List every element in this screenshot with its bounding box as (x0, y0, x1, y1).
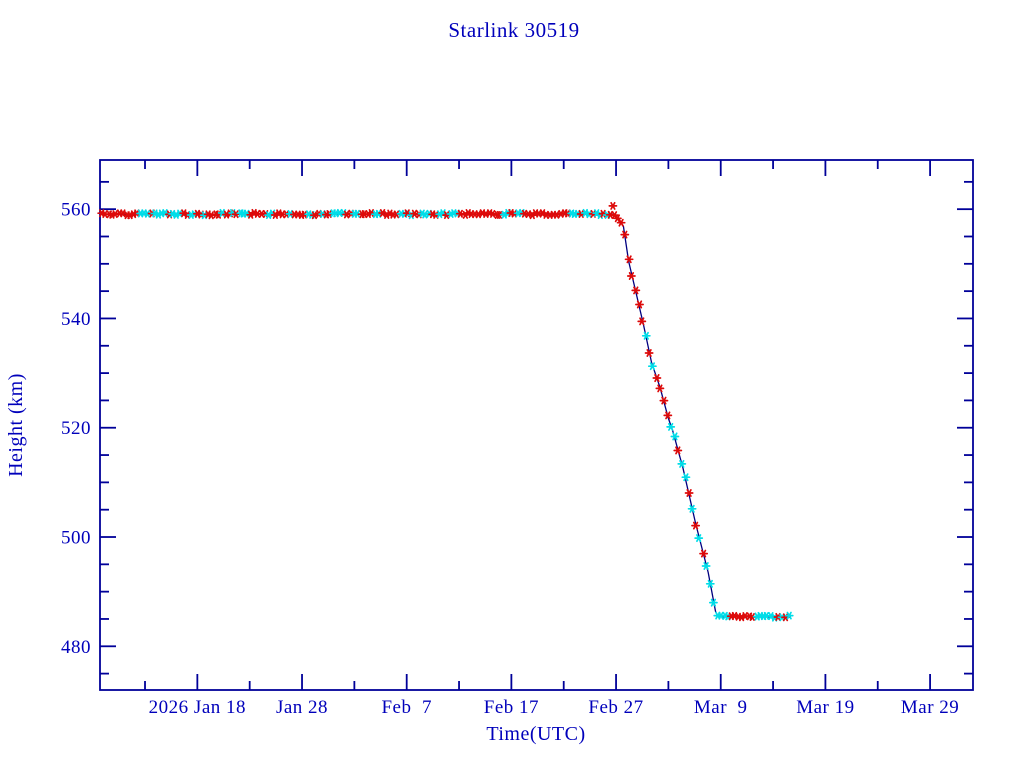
predicted-marker (694, 534, 704, 543)
observed-marker (659, 396, 669, 405)
observed-marker (366, 209, 376, 218)
predicted-marker (705, 579, 715, 588)
predicted-marker (374, 209, 383, 218)
y-axis-title: Height (km) (5, 373, 27, 477)
observed-marker (691, 521, 701, 530)
observed-marker (644, 349, 654, 357)
x-tick-label: Mar 19 (796, 697, 854, 718)
x-tick-label: Feb 7 (381, 697, 432, 718)
predicted-marker (647, 362, 657, 371)
predicted-marker (670, 432, 680, 441)
x-tick-label: 2026 Jan 18 (149, 697, 246, 718)
observed-marker (655, 384, 665, 393)
observed-marker (612, 214, 622, 223)
chart-title: Starlink 30519 (448, 18, 579, 42)
observed-marker (488, 209, 498, 218)
predicted-marker (687, 504, 697, 513)
observed-marker (552, 210, 562, 219)
observed-marker (206, 211, 216, 220)
observed-marker (626, 272, 636, 280)
observed-marker (635, 300, 644, 309)
observed-marker (631, 286, 641, 295)
x-tick-label: Feb 17 (484, 697, 539, 718)
observed-marker (699, 549, 709, 558)
plot-frame (99, 159, 974, 691)
observed-marker (576, 210, 586, 218)
observed-marker (342, 210, 352, 219)
outlier-marker (608, 201, 618, 210)
predicted-marker (708, 598, 718, 607)
y-tick-label: 560 (61, 200, 91, 221)
predicted-marker (420, 210, 430, 219)
observed-marker (598, 209, 608, 218)
y-tick-label: 500 (61, 528, 91, 549)
y-tick-label: 540 (61, 309, 91, 330)
observed-marker (624, 255, 634, 264)
observed-marker (455, 209, 465, 218)
predicted-marker (666, 422, 676, 431)
y-tick-label: 480 (61, 637, 91, 658)
observed-marker (684, 489, 694, 497)
observed-marker (652, 374, 662, 383)
x-tick-label: Mar 29 (901, 697, 959, 718)
observed-marker (616, 218, 626, 227)
predicted-marker (677, 459, 687, 468)
observed-marker (620, 230, 630, 239)
observed-marker (663, 411, 673, 420)
observed-marker (523, 210, 533, 219)
x-tick-label: Feb 27 (588, 697, 643, 718)
x-tick-label: Mar 9 (694, 697, 748, 718)
observed-marker (637, 317, 647, 326)
x-tick-label: Jan 28 (276, 697, 328, 718)
observed-marker (610, 211, 619, 220)
y-tick-label: 520 (61, 418, 91, 439)
data-series-group (97, 201, 794, 622)
observed-marker (231, 210, 241, 219)
x-axis-title: Time(UTC) (486, 723, 585, 745)
predicted-marker (681, 473, 691, 482)
height-line (100, 213, 791, 618)
axis-labels-group: Time(UTC) Height (km) (5, 373, 585, 745)
observed-marker (673, 446, 683, 455)
observed-marker (442, 211, 452, 220)
predicted-marker (701, 562, 711, 570)
predicted-marker (784, 611, 794, 620)
predicted-marker (641, 331, 651, 340)
axes-group: 2026 Jan 18 Jan 28 Feb 7 Feb 17 Feb 27 Mar 9 M… (61, 159, 974, 718)
